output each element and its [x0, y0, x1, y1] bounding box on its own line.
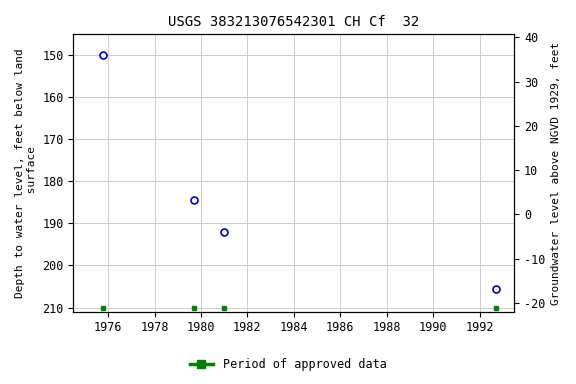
Y-axis label: Depth to water level, feet below land
 surface: Depth to water level, feet below land su…: [15, 48, 37, 298]
Legend: Period of approved data: Period of approved data: [185, 354, 391, 376]
Y-axis label: Groundwater level above NGVD 1929, feet: Groundwater level above NGVD 1929, feet: [551, 41, 561, 305]
Title: USGS 383213076542301 CH Cf  32: USGS 383213076542301 CH Cf 32: [168, 15, 419, 29]
